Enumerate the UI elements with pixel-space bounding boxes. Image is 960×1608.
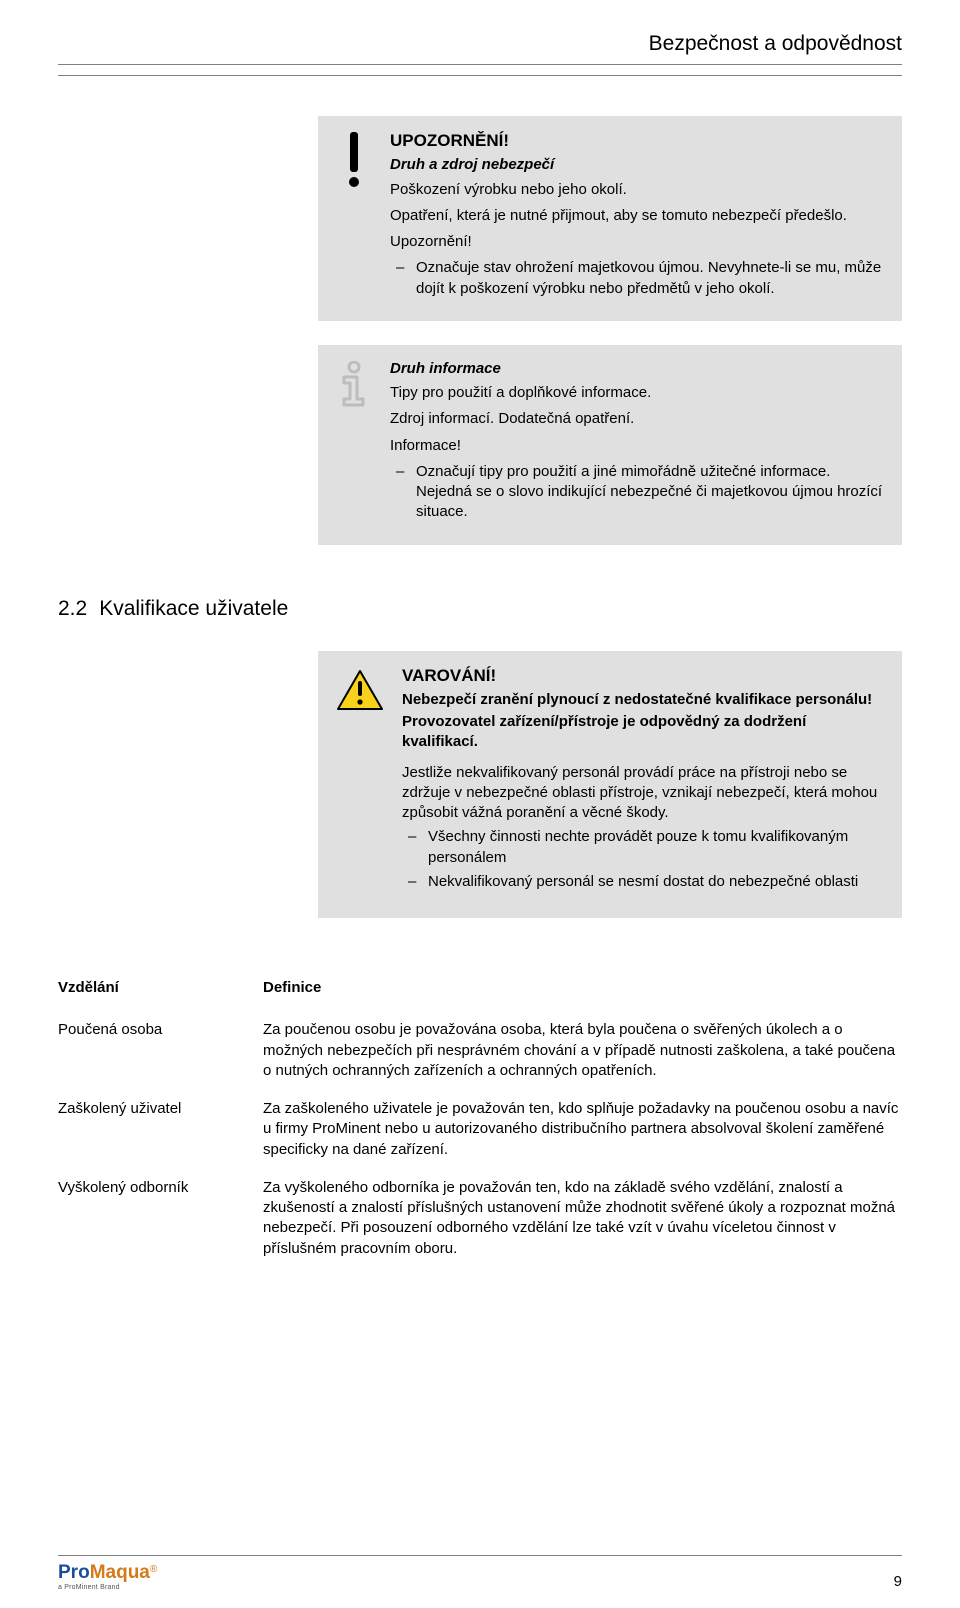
info-bullet: Označují tipy pro použití a jiné mimořád… xyxy=(390,462,884,523)
info-subtitle: Druh informace xyxy=(390,359,884,379)
warning-sub: Nebezpečí zranění plynoucí z nedostatečn… xyxy=(402,690,884,710)
defs-row-label: Zaškolený uživatel xyxy=(58,1099,251,1160)
warning-body: VAROVÁNÍ! Nebezpečí zranění plynoucí z n… xyxy=(402,665,884,896)
definitions-table: Vzdělání Definice Poučená osoba Za pouče… xyxy=(58,978,902,1259)
info-line: Informace! xyxy=(390,436,884,456)
page-footer: ProMaqua® a ProMinent Brand 9 xyxy=(58,1560,902,1592)
notice-line: Upozornění! xyxy=(390,232,884,252)
info-line: Tipy pro použití a doplňkové informace. xyxy=(390,383,884,403)
notice-body: Druh informace Tipy pro použití a doplňk… xyxy=(390,359,884,527)
exclamation-icon xyxy=(336,130,372,302)
notice-body: UPOZORNĚNÍ! Druh a zdroj nebezpečí Poško… xyxy=(390,130,884,302)
defs-row-label: Vyškolený odborník xyxy=(58,1178,251,1259)
defs-row-value: Za zaškoleného uživatele je považován te… xyxy=(263,1099,902,1160)
warning-bullet: Všechny činnosti nechte provádět pouze k… xyxy=(402,827,884,868)
warning-bullet: Nekvalifikovaný personál se nesmí dostat… xyxy=(402,872,884,892)
defs-head-left: Vzdělání xyxy=(58,978,251,1002)
notice-info: Druh informace Tipy pro použití a doplňk… xyxy=(318,345,902,545)
page-number: 9 xyxy=(894,1572,902,1592)
defs-row-value: Za vyškoleného odborníka je považován te… xyxy=(263,1178,902,1259)
header-rule xyxy=(58,75,902,76)
section-number: 2.2 xyxy=(58,595,87,623)
brand-registered-icon: ® xyxy=(150,1564,157,1575)
defs-head-right: Definice xyxy=(263,978,902,1002)
notice-line: Opatření, která je nutné přijmout, aby s… xyxy=(390,206,884,226)
notice-bullet: Označuje stav ohrožení majetkovou újmou.… xyxy=(390,258,884,299)
brand-part1: Pro xyxy=(58,1562,90,1583)
warning-triangle-icon xyxy=(336,665,384,896)
brand-logo: ProMaqua® a ProMinent Brand xyxy=(58,1560,157,1592)
footer-rule xyxy=(58,1555,902,1556)
page-title: Bezpečnost a odpovědnost xyxy=(58,30,902,65)
section-heading: 2.2 Kvalifikace uživatele xyxy=(58,595,902,623)
notice-line: Poškození výrobku nebo jeho okolí. xyxy=(390,180,884,200)
info-icon xyxy=(336,359,372,527)
warning-card: VAROVÁNÍ! Nebezpečí zranění plynoucí z n… xyxy=(318,651,902,918)
warning-paragraph: Jestliže nekvalifikovaný personál provád… xyxy=(402,763,884,824)
warning-title: VAROVÁNÍ! xyxy=(402,665,884,688)
document-page: Bezpečnost a odpovědnost UPOZORNĚNÍ! Dru… xyxy=(0,0,960,1608)
notice-title: UPOZORNĚNÍ! xyxy=(390,130,884,153)
section-title: Kvalifikace uživatele xyxy=(99,595,288,623)
defs-row-value: Za poučenou osobu je považována osoba, k… xyxy=(263,1020,902,1081)
warning-sub2: Provozovatel zařízení/přístroje je odpov… xyxy=(402,712,884,753)
notice-attention: UPOZORNĚNÍ! Druh a zdroj nebezpečí Poško… xyxy=(318,116,902,320)
defs-row-label: Poučená osoba xyxy=(58,1020,251,1081)
info-line: Zdroj informací. Dodatečná opatření. xyxy=(390,409,884,429)
brand-tagline: a ProMinent Brand xyxy=(58,1583,157,1592)
brand-part2: Maqua xyxy=(90,1562,150,1583)
notice-subtitle: Druh a zdroj nebezpečí xyxy=(390,155,884,175)
